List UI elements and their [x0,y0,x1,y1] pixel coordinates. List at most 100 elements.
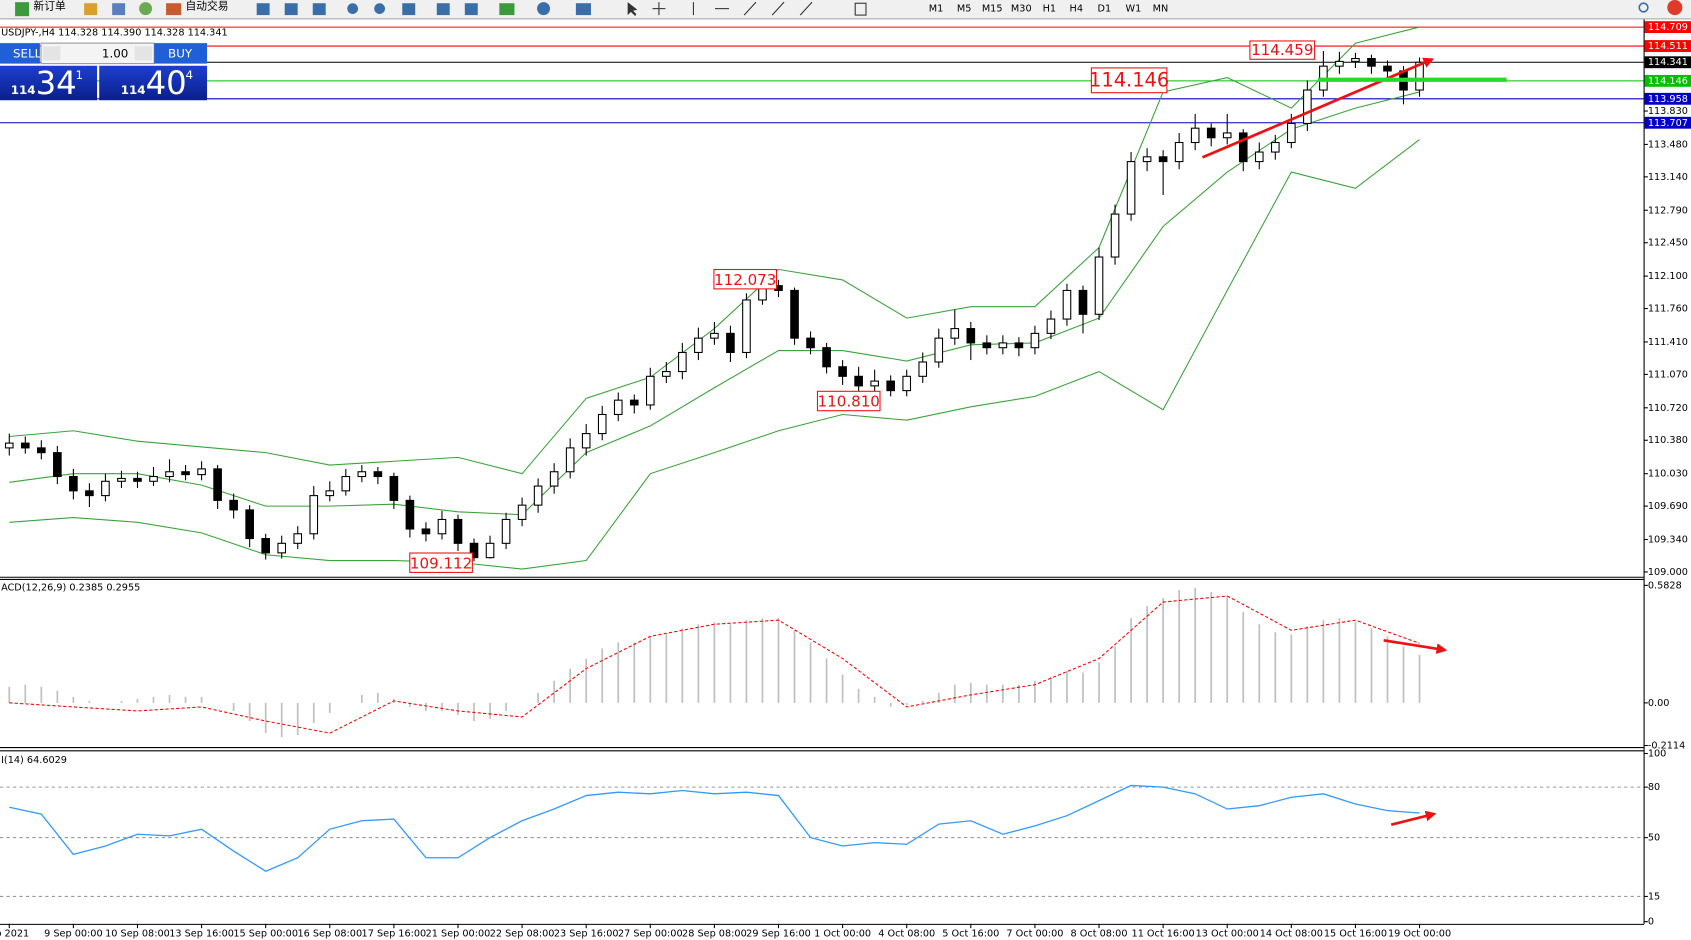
tool-icon[interactable] [312,3,326,16]
sell-price-box[interactable] [0,65,98,101]
candle-body [645,375,655,406]
auto-trading-icon[interactable] [166,3,182,16]
timeframe-button[interactable]: D1 [1098,4,1112,15]
timeframe-button[interactable]: MN [1153,4,1169,15]
new-order-button[interactable]: 新订单 [33,0,66,12]
candle-body [517,504,527,521]
y-tick-label: 111.760 [1648,304,1688,315]
sell-price-big[interactable]: 114 [11,83,36,97]
chart-title: USDJPY-,H4 114.328 114.390 114.328 114.3… [1,27,228,38]
candle-body [485,542,495,559]
x-tick-label: ep 2021 [0,929,29,940]
tool-icon[interactable] [139,2,153,16]
x-tick-label: 13 Sep 16:00 [169,929,234,940]
timeframe-button[interactable]: M15 [982,4,1003,15]
x-tick-label: 1 Oct 00:00 [814,929,871,940]
tool-icon[interactable] [402,3,416,16]
candle-body [69,475,78,492]
price-level-tag [1644,21,1691,34]
price-level-label: 114.146 [1648,76,1688,87]
y-tick-label: 0.5828 [1648,580,1682,591]
timeframe-button[interactable]: M30 [1011,4,1032,15]
y-tick-label: 0.00 [1648,698,1670,709]
timeframe-button[interactable]: H1 [1043,4,1056,15]
candle-body [1254,151,1264,163]
tool-icon[interactable] [499,3,515,16]
candle-body [549,471,559,487]
new-order-icon[interactable] [15,2,30,17]
tool-icon[interactable] [374,3,386,15]
lot-value[interactable]: 1.00 [102,46,128,60]
y-tick-label: 110.380 [1648,435,1688,446]
tool-icon[interactable] [575,3,591,16]
buy-price-pips[interactable]: 40 [146,64,187,102]
tool-icon[interactable] [436,3,450,16]
annotation: 114.146 [1089,68,1169,91]
timeframe-button[interactable]: M5 [957,4,972,15]
tool-text-label[interactable] [854,2,867,16]
candle-body [1142,156,1152,163]
tool-trendline[interactable] [743,1,757,16]
candle-body [37,447,46,454]
timeframe-button[interactable]: W1 [1126,4,1142,15]
sell-label[interactable]: SELL [13,46,42,60]
candle-body [1078,289,1088,315]
sell-price-fraction[interactable]: 1 [75,68,83,82]
candle-body [581,433,591,449]
y-tick-label: 113.140 [1648,172,1688,183]
buy-price-fraction[interactable]: 4 [185,68,193,82]
buy-price-big[interactable]: 114 [121,83,146,97]
timeframe-button[interactable]: M1 [929,4,944,15]
tool-channel[interactable] [771,1,785,16]
y-tick-label: 50 [1648,833,1660,844]
candle-body [1126,161,1136,215]
sell-button[interactable] [0,43,40,64]
price-level-label: 114.511 [1648,41,1688,52]
y-tick-label: 110.720 [1648,403,1688,414]
tool-icon[interactable] [284,3,298,16]
candle-body [405,499,415,530]
candle-body [101,480,110,497]
rsi-title: I(14) 64.6029 [1,755,67,766]
sell-price-pips[interactable]: 34 [36,64,77,102]
auto-trading-button[interactable]: 自动交易 [185,0,228,12]
buy-button[interactable] [154,43,208,64]
tool-icon[interactable] [256,3,270,16]
y-tick-label: 15 [1648,891,1660,902]
lot-down[interactable] [43,46,61,61]
candle-body [806,337,815,349]
alert-icon[interactable] [1667,0,1683,16]
tool-icon[interactable] [112,3,126,16]
tool-icon[interactable] [84,3,98,16]
buy-label[interactable]: BUY [168,46,193,60]
lot-up[interactable] [134,46,153,61]
candle-body [437,518,447,535]
candle-body [421,528,431,535]
price-level-tag [1644,74,1691,87]
candle-body [870,380,879,387]
search-icon[interactable] [1638,2,1649,13]
candle-body [1094,256,1104,315]
buy-price-box[interactable] [99,65,208,101]
annotation-box [816,390,881,412]
candle-body [1046,318,1056,334]
tool-fibo[interactable] [799,1,813,16]
macd-arrow[interactable] [1383,638,1448,655]
annotation-box [1249,40,1316,60]
toolbar: 新订单 自动交易 [0,0,1691,19]
plot-area: 113.830 113.480 113.140 112.790 112.450 112.1… [0,21,1691,940]
x-tick-label: 13 Oct 00:00 [1196,929,1259,940]
tool-icon[interactable] [464,3,478,16]
y-tick-label: 0 [1648,917,1654,928]
trend-line[interactable] [1201,57,1435,159]
x-tick-label: 7 Oct 00:00 [1006,929,1063,940]
candle-body [613,399,623,416]
tool-icon[interactable] [347,3,359,15]
candle-body [1367,57,1376,67]
x-tick-label: 17 Sep 16:00 [362,929,427,940]
timeframe-button[interactable]: H4 [1070,4,1083,15]
drawing-tools [652,1,813,16]
rsi-arrow[interactable] [1390,810,1437,826]
tool-icon[interactable] [537,2,551,16]
candle-body [886,380,896,392]
